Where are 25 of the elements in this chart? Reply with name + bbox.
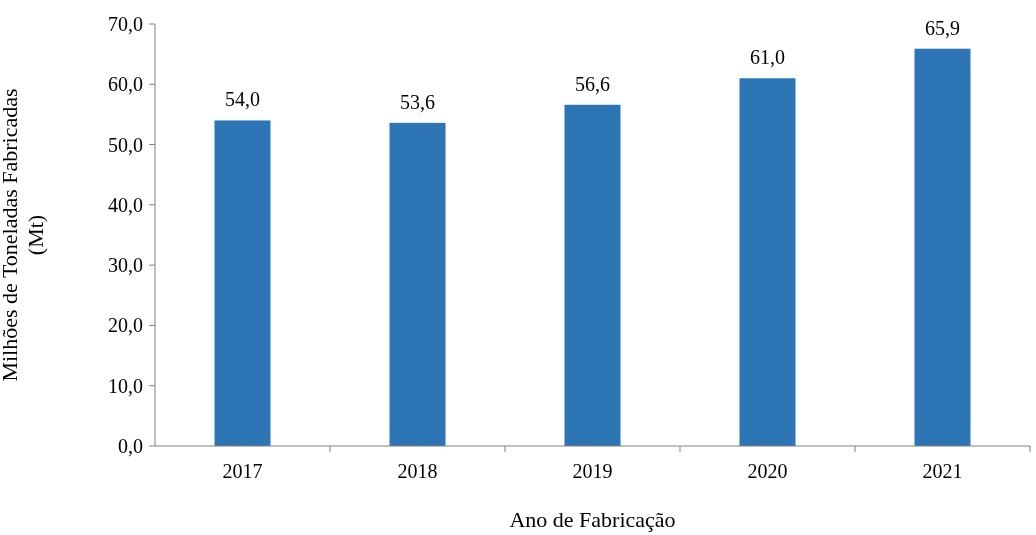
x-tick-label: 2018 bbox=[397, 460, 438, 482]
bar bbox=[914, 48, 971, 446]
y-tick-label: 40,0 bbox=[108, 193, 143, 216]
x-tick-label: 2021 bbox=[922, 460, 963, 482]
data-label: 61,0 bbox=[750, 46, 785, 69]
data-label: 56,6 bbox=[575, 72, 610, 95]
x-tick-label: 2019 bbox=[572, 460, 613, 482]
bar bbox=[214, 120, 271, 446]
y-tick-label: 50,0 bbox=[108, 133, 143, 156]
y-tick-label: 60,0 bbox=[108, 73, 143, 96]
y-tick-label: 0,0 bbox=[118, 435, 143, 457]
bar bbox=[389, 122, 446, 446]
bar bbox=[564, 104, 621, 446]
y-tick-label: 10,0 bbox=[108, 374, 143, 397]
data-label: 53,6 bbox=[400, 90, 435, 113]
y-tick-label: 20,0 bbox=[108, 314, 143, 337]
data-label: 65,9 bbox=[925, 16, 960, 39]
bar bbox=[739, 78, 796, 446]
data-label: 54,0 bbox=[225, 88, 260, 111]
x-tick-label: 2020 bbox=[747, 460, 788, 482]
y-axis-title: Milhões de Toneladas Fabricadas (Mt) bbox=[0, 88, 49, 382]
y-tick-label: 70,0 bbox=[108, 13, 143, 35]
x-tick-label: 2017 bbox=[222, 460, 263, 482]
y-tick-label: 30,0 bbox=[108, 254, 143, 277]
x-axis-title: Ano de Fabricação bbox=[509, 507, 676, 532]
